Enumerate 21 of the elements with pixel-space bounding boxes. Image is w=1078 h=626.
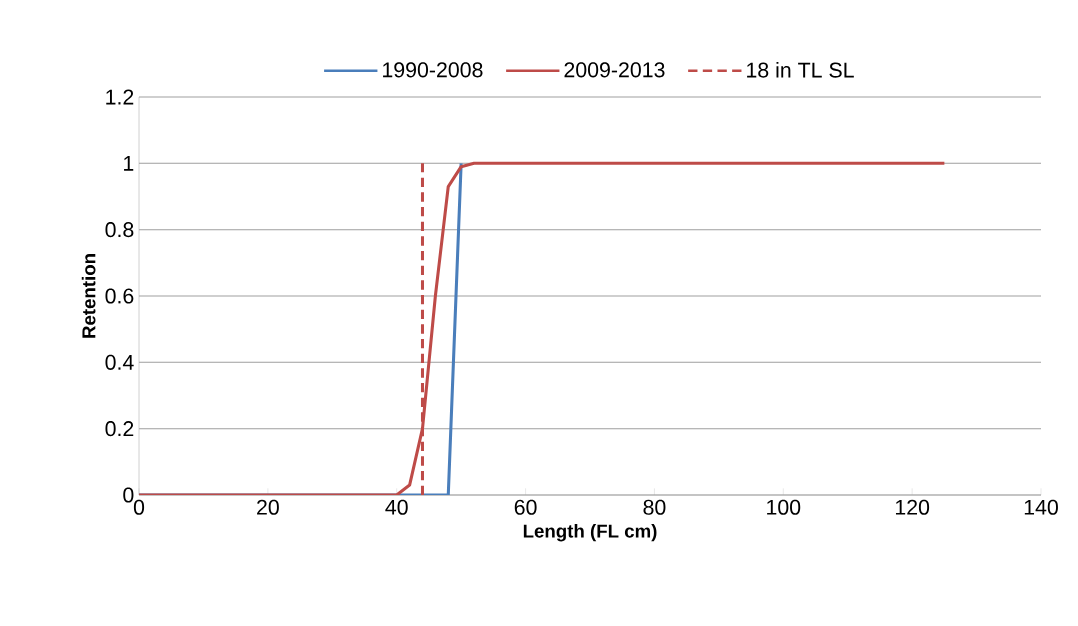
x-axis-title: Length (FL cm): [523, 523, 657, 542]
y-tick-label: 1: [124, 155, 134, 171]
x-tick-label: 60: [514, 499, 537, 515]
x-tick-label: 100: [767, 499, 801, 515]
x-tick-label: 20: [257, 499, 279, 515]
y-tick-label: 1.2: [106, 89, 134, 105]
x-tick-label: 120: [895, 499, 930, 515]
y-tick-label: 0: [123, 487, 134, 503]
y-tick-label: 0.6: [105, 288, 134, 304]
x-tick-label: 140: [1024, 499, 1058, 515]
line-series: [139, 161, 946, 495]
x-tick-label: 80: [643, 499, 666, 515]
y-tick-label: 0.8: [105, 222, 134, 238]
y-tick-label: 0.2: [105, 421, 134, 437]
legend-label: 1990-2008: [383, 62, 483, 78]
legend-label: 2009-2013: [564, 62, 665, 78]
y-axis-title: Retention: [81, 254, 96, 338]
x-tick-label: 0: [133, 499, 145, 515]
x-tick-label: 40: [385, 499, 408, 515]
legend-label: 18 in TL SL: [747, 62, 854, 78]
y-tick-label: 0.4: [105, 354, 134, 370]
